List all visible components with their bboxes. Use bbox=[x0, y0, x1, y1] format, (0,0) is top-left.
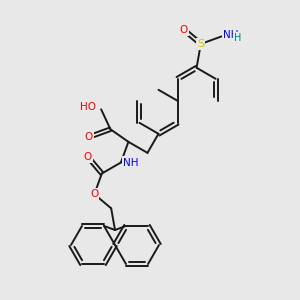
Text: O: O bbox=[180, 25, 188, 35]
Text: HO: HO bbox=[80, 102, 96, 112]
Text: O: O bbox=[84, 152, 92, 162]
Text: NH: NH bbox=[123, 158, 138, 167]
Text: NH: NH bbox=[224, 30, 239, 40]
Text: O: O bbox=[85, 132, 93, 142]
Text: S: S bbox=[197, 39, 204, 49]
Text: O: O bbox=[90, 189, 98, 199]
Text: H: H bbox=[235, 33, 242, 43]
